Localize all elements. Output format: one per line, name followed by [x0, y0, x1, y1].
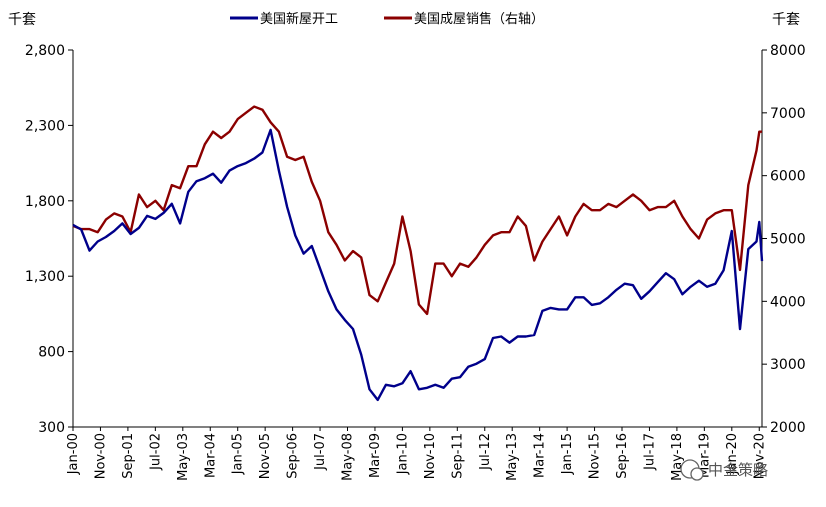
x-tick-label: Mar-04: [203, 433, 218, 478]
x-tick-label: Jan-15: [560, 433, 575, 475]
housing-starts-line: [72, 128, 764, 402]
x-tick-label: Nov-10: [423, 433, 438, 479]
legend-label-existing: 美国成屋销售（右轴）: [414, 11, 544, 27]
watermark: 中金策略: [680, 459, 768, 481]
x-tick-label: Sep-01: [121, 433, 136, 479]
x-tick-label: Jul-12: [478, 433, 493, 471]
x-tick-label: Sep-06: [286, 433, 301, 479]
x-tick-label: Mar-14: [533, 433, 548, 478]
right-tick-label: 6000: [770, 169, 806, 185]
left-tick-label: 2,300: [25, 118, 65, 134]
right-tick-label: 8000: [770, 43, 806, 59]
x-tick-label: Jul-17: [642, 433, 657, 471]
right-tick-label: 4000: [770, 294, 806, 310]
left-tick-label: 2,800: [25, 43, 65, 59]
right-tick-label: 2000: [770, 420, 806, 436]
x-tick-label: Nov-20: [752, 433, 767, 479]
legend-label-starts: 美国新屋开工: [260, 11, 338, 27]
left-axis-ticks: 2,800 2,300 1,800 1,300 800 300: [25, 43, 73, 436]
left-axis-unit: 千套: [8, 12, 36, 28]
left-tick-label: 300: [38, 420, 65, 436]
wechat-icon-inner: [690, 467, 704, 481]
right-tick-label: 3000: [770, 357, 806, 373]
x-tick-label: Mar-19: [697, 433, 712, 478]
right-axis-unit: 千套: [772, 12, 800, 28]
x-tick-label: Mar-09: [368, 433, 383, 478]
watermark-text: 中金策略: [708, 461, 768, 479]
x-tick-label: Jul-02: [148, 433, 163, 471]
x-tick-label: Sep-16: [615, 433, 630, 479]
x-tick-label: May-03: [176, 433, 191, 481]
x-tick-label: Jan-00: [66, 433, 81, 475]
x-tick-label: Jan-10: [395, 433, 410, 475]
x-tick-label: Jul-07: [313, 433, 328, 471]
x-tick-label: Nov-05: [258, 433, 273, 479]
x-tick-label: May-08: [341, 433, 356, 481]
left-tick-label: 1,300: [25, 269, 65, 285]
x-tick-label: Nov-00: [93, 433, 108, 479]
x-tick-label: Jan-20: [725, 433, 740, 475]
x-tick-label: May-13: [505, 433, 520, 481]
legend: 美国新屋开工 美国成屋销售（右轴）: [230, 11, 544, 27]
x-tick-label: Nov-15: [588, 433, 603, 479]
left-tick-label: 800: [38, 345, 65, 361]
x-tick-label: Sep-11: [450, 433, 465, 479]
existing-home-sales-line: [72, 105, 762, 316]
series-lines: [72, 105, 764, 402]
left-tick-label: 1,800: [25, 194, 65, 210]
x-tick-label: Jan-05: [231, 433, 246, 475]
right-tick-label: 7000: [770, 106, 806, 122]
x-axis-ticks: Jan-00 Nov-00 Sep-01 Jul-02 May-03 Mar-04 Jan-…: [66, 427, 767, 481]
right-tick-label: 5000: [770, 232, 806, 248]
right-axis-ticks: 8000 7000 6000 5000 4000 3000 2000: [762, 43, 806, 436]
